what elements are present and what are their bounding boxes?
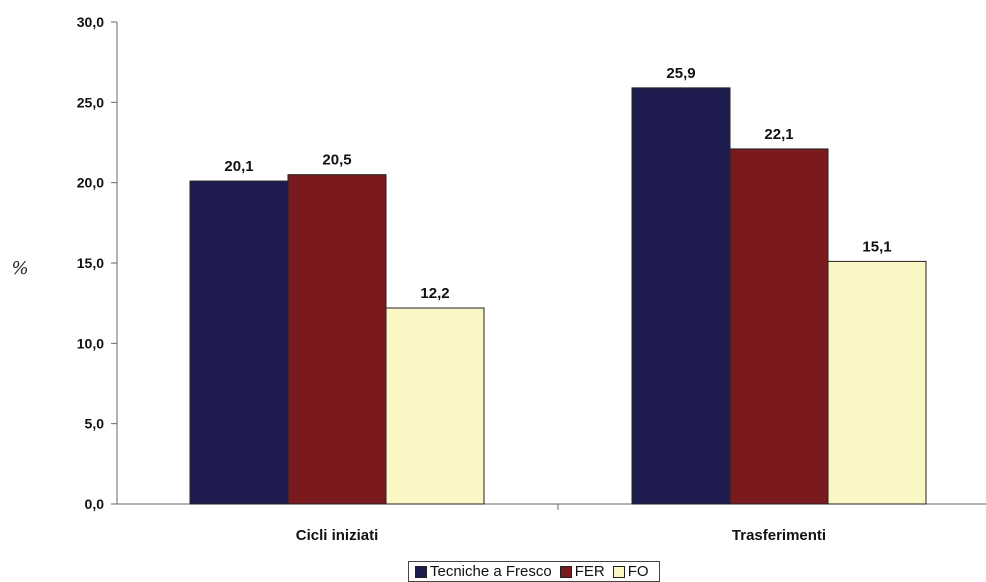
data-label: 15,1 xyxy=(862,238,891,255)
data-label: 12,2 xyxy=(420,285,449,302)
y-tick-label: 0,0 xyxy=(85,496,105,512)
bar xyxy=(385,307,485,505)
data-label: 25,9 xyxy=(666,65,695,82)
legend-swatch xyxy=(612,565,625,578)
y-tick-label: 5,0 xyxy=(85,416,105,432)
legend-label: FO xyxy=(627,563,649,580)
y-tick-label: 15,0 xyxy=(77,255,104,271)
data-label: 20,1 xyxy=(224,158,253,175)
bar-chart: 0,0 5,0 10,0 15,0 20,0 25,0 30,0% 20,1 20,5 12,2 C… xyxy=(11,14,986,544)
bar xyxy=(189,180,289,505)
legend-swatch xyxy=(559,565,572,578)
y-tick-label: 25,0 xyxy=(77,94,104,110)
bar xyxy=(827,260,927,505)
y-tick-label: 20,0 xyxy=(77,175,104,191)
x-tick-label: Trasferimenti xyxy=(732,527,826,544)
legend-label: FER xyxy=(574,563,605,580)
legend-swatch xyxy=(415,565,427,578)
x-tick-label: Cicli iniziati xyxy=(296,527,379,544)
y-tick-label: 30,0 xyxy=(77,14,104,30)
bar xyxy=(729,148,829,505)
data-label: 20,5 xyxy=(322,152,351,169)
legend-item: FER xyxy=(559,563,605,580)
y-tick-label: 10,0 xyxy=(77,335,104,351)
y-axis-label: % xyxy=(11,258,28,279)
data-label: 22,1 xyxy=(764,126,793,143)
bar xyxy=(287,174,387,505)
legend-item: Tecniche a Fresco xyxy=(415,563,552,580)
legend-item: FO xyxy=(612,563,649,580)
legend-label: Tecniche a Fresco xyxy=(430,563,552,580)
bar xyxy=(631,87,731,505)
legend: Tecniche a Fresco FER FO xyxy=(408,561,660,582)
